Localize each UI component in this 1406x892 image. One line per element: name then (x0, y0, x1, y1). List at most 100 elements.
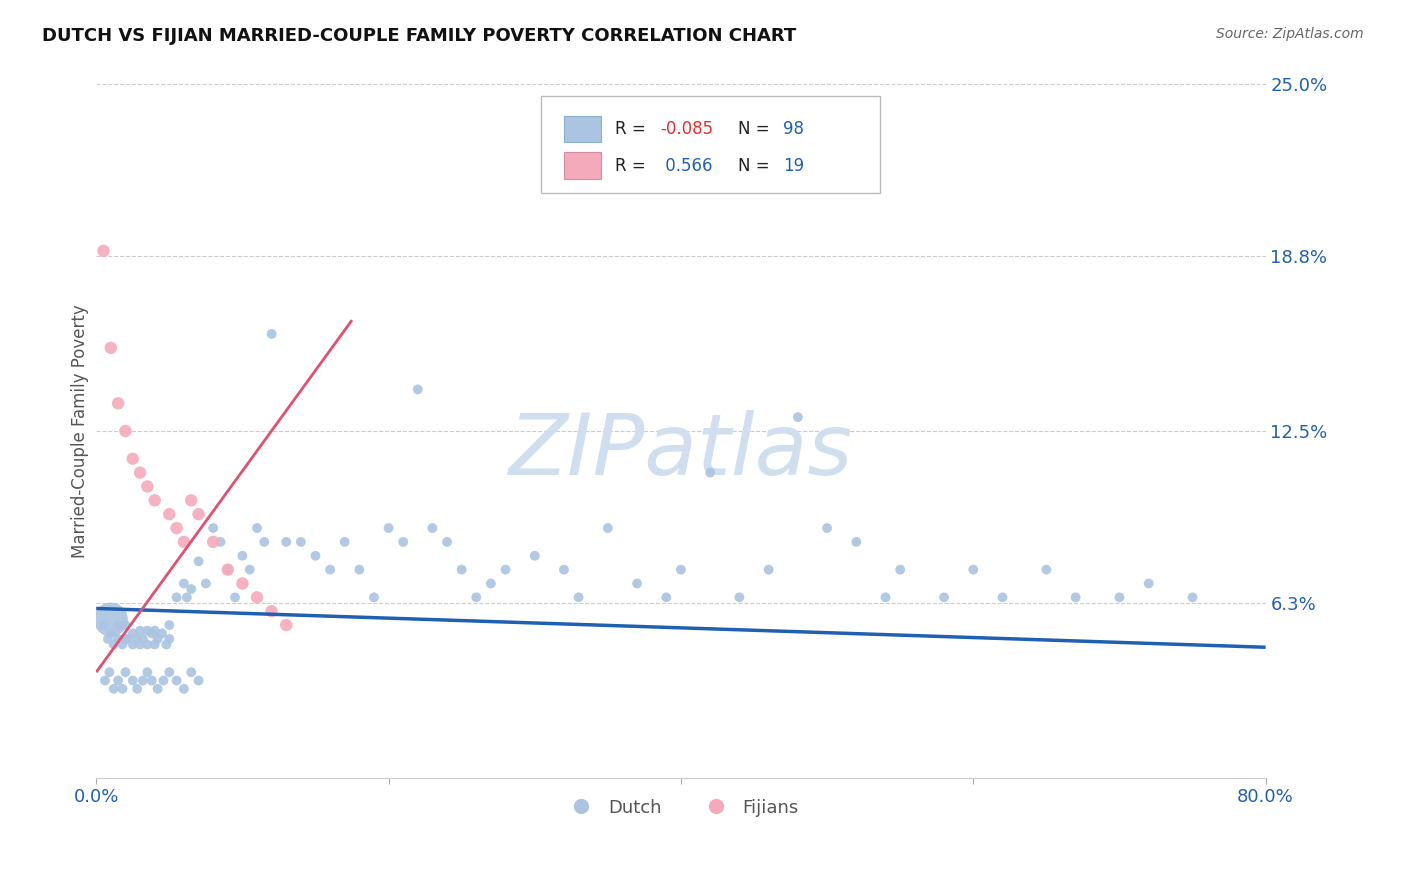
Point (173, 535, 195, 549)
Point (669, 563, 692, 577)
Legend: Dutch, Fijians: Dutch, Fijians (555, 791, 806, 824)
Point (1181, 591, 1204, 605)
Point (991, 591, 1014, 605)
Point (121, 673, 143, 688)
Point (127, 632, 149, 646)
Point (253, 535, 276, 549)
Point (93, 618, 115, 632)
Point (392, 535, 415, 549)
Point (157, 507, 180, 521)
Point (875, 591, 897, 605)
Point (114, 665, 136, 680)
Point (845, 535, 868, 549)
Point (173, 681, 195, 696)
Text: 98: 98 (783, 120, 804, 137)
Point (231, 576, 253, 591)
Point (114, 632, 136, 646)
Point (217, 563, 239, 577)
Point (146, 632, 169, 646)
Point (100, 626, 122, 640)
Point (276, 535, 298, 549)
Point (260, 604, 283, 618)
Point (224, 591, 246, 605)
Point (1137, 576, 1160, 591)
Text: Source: ZipAtlas.com: Source: ZipAtlas.com (1216, 27, 1364, 41)
Point (141, 626, 163, 640)
Point (136, 479, 159, 493)
Point (290, 535, 312, 549)
Point (568, 591, 591, 605)
Point (363, 591, 385, 605)
Point (136, 624, 159, 638)
Point (655, 591, 678, 605)
Point (117, 632, 139, 646)
Point (304, 549, 326, 563)
Point (152, 673, 174, 688)
Point (465, 591, 488, 605)
Point (239, 563, 262, 577)
Point (121, 626, 143, 640)
Point (786, 410, 808, 425)
Point (129, 638, 152, 652)
Point (596, 521, 619, 535)
Point (107, 396, 129, 410)
Text: 0.566: 0.566 (659, 156, 713, 175)
Point (932, 591, 955, 605)
Point (436, 535, 458, 549)
Point (143, 638, 166, 652)
Point (111, 638, 134, 652)
Point (121, 451, 143, 466)
Point (202, 521, 225, 535)
Point (495, 563, 517, 577)
Point (553, 563, 575, 577)
Point (187, 507, 209, 521)
Point (93, 244, 115, 258)
Point (479, 576, 502, 591)
Point (155, 638, 177, 652)
Point (728, 591, 751, 605)
Point (173, 576, 195, 591)
Point (962, 563, 984, 577)
Point (1064, 591, 1087, 605)
Point (180, 665, 202, 680)
Point (129, 624, 152, 638)
Text: N =: N = (738, 120, 775, 137)
Point (319, 563, 342, 577)
Point (146, 681, 169, 696)
Point (349, 563, 371, 577)
Point (699, 466, 721, 480)
Point (406, 383, 429, 397)
Point (523, 549, 546, 563)
Point (132, 632, 155, 646)
Text: R =: R = (616, 156, 651, 175)
Point (157, 665, 180, 680)
Point (815, 521, 838, 535)
Point (107, 618, 129, 632)
Point (217, 563, 239, 577)
Point (114, 618, 136, 632)
Point (132, 673, 155, 688)
Point (143, 624, 166, 638)
Point (260, 326, 283, 341)
Point (626, 576, 648, 591)
Text: R =: R = (616, 120, 651, 137)
Point (157, 618, 180, 632)
Point (246, 591, 269, 605)
Point (187, 554, 209, 568)
Point (94, 673, 117, 688)
Point (166, 521, 188, 535)
Point (758, 563, 780, 577)
Point (889, 563, 911, 577)
Point (231, 549, 253, 563)
Point (333, 535, 356, 549)
Point (209, 535, 232, 549)
Point (107, 673, 129, 688)
Point (166, 591, 188, 605)
Text: N =: N = (738, 156, 775, 175)
Point (129, 466, 152, 480)
Text: -0.085: -0.085 (659, 120, 713, 137)
Point (100, 341, 122, 355)
FancyBboxPatch shape (564, 153, 602, 178)
Point (422, 521, 444, 535)
Text: ZIPatlas: ZIPatlas (509, 410, 853, 493)
